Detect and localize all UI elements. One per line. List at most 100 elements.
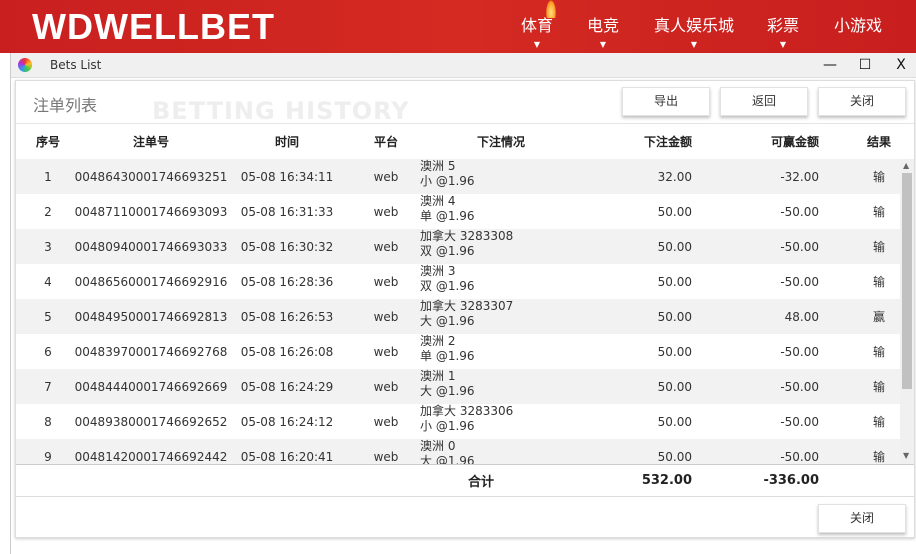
minimize-button[interactable]: — xyxy=(823,57,837,73)
col-win: -50.00 xyxy=(780,274,819,289)
caret-down-icon: ▼ xyxy=(779,40,787,49)
nav-label: 真人娱乐城 xyxy=(654,16,735,35)
col-no: 7 xyxy=(44,379,52,394)
maximize-button[interactable]: ☐ xyxy=(858,57,872,73)
table-row[interactable]: 1 00486430001746693251 05-08 16:34:11 web 澳洲… xyxy=(16,159,900,194)
col-no: 1 xyxy=(44,169,52,184)
watermark: BETTING HISTORY xyxy=(152,97,410,125)
col-detail: 加拿大 3283308 双 @1.96 xyxy=(420,229,590,264)
table-row[interactable]: 7 00484440001746692669 05-08 16:24:29 web 澳洲… xyxy=(16,369,900,404)
nav-sports[interactable]: 体育 ▼ xyxy=(521,12,553,49)
bet-detail2: 大 @1.96 xyxy=(420,314,475,328)
col-time: 05-08 16:26:08 xyxy=(240,344,334,359)
col-bet-id: 00487110001746693093 xyxy=(74,204,228,219)
export-button[interactable]: 导出 xyxy=(622,87,710,116)
scrollbar[interactable]: ▲ ▼ xyxy=(900,159,914,464)
bet-detail2: 小 @1.96 xyxy=(420,174,475,188)
header-col-result: 结果 xyxy=(866,135,891,149)
header-col-stake: 下注金额 xyxy=(643,135,692,149)
table-row[interactable]: 4 00486560001746692916 05-08 16:28:36 web 澳洲… xyxy=(16,264,900,299)
col-result: 输 xyxy=(872,345,885,359)
col-platform: web xyxy=(373,204,399,219)
back-button[interactable]: 返回 xyxy=(720,87,808,116)
col-no: 4 xyxy=(44,274,52,289)
table-total-row: 合计 532.00 -336.00 xyxy=(16,464,914,497)
nav-label: 电竞 xyxy=(587,16,620,35)
col-win: -50.00 xyxy=(780,204,819,219)
col-result: 输 xyxy=(872,275,885,289)
table-row[interactable]: 2 00487110001746693093 05-08 16:31:33 web 澳洲… xyxy=(16,194,900,229)
nav-esports[interactable]: 电竞 ▼ xyxy=(587,12,619,49)
wellbet-logo[interactable]: WDWELLBET xyxy=(32,6,275,47)
nav-label: 小游戏 xyxy=(834,16,883,35)
col-detail: 加拿大 3283306 小 @1.96 xyxy=(420,404,590,439)
table-row[interactable]: 3 00480940001746693033 05-08 16:30:32 web 加拿… xyxy=(16,229,900,264)
header-col-win: 可赢金额 xyxy=(770,135,819,149)
bet-detail2: 大 @1.96 xyxy=(420,454,475,464)
bet-detail2: 双 @1.96 xyxy=(420,279,475,293)
scroll-up-icon[interactable]: ▲ xyxy=(903,161,910,170)
scroll-down-icon[interactable]: ▼ xyxy=(903,451,910,460)
total-win: -336.00 xyxy=(763,473,819,488)
col-stake: 50.00 xyxy=(657,274,692,289)
col-time: 05-08 16:30:32 xyxy=(240,239,334,254)
close-button[interactable]: 关闭 xyxy=(818,87,906,116)
col-bet-id: 00480940001746693033 xyxy=(74,239,228,254)
nav-live-casino[interactable]: 真人娱乐城 ▼ xyxy=(654,12,734,49)
col-stake: 50.00 xyxy=(657,379,692,394)
col-win: -50.00 xyxy=(780,239,819,254)
col-result: 输 xyxy=(872,240,885,254)
col-platform: web xyxy=(373,239,399,254)
header-col-platform: 平台 xyxy=(373,135,398,149)
col-bet-id: 00486430001746693251 xyxy=(74,169,228,184)
col-time: 05-08 16:34:11 xyxy=(240,169,334,184)
col-stake: 50.00 xyxy=(657,239,692,254)
footer-close-button[interactable]: 关闭 xyxy=(818,504,906,533)
col-win: -50.00 xyxy=(780,449,819,464)
col-time: 05-08 16:31:33 xyxy=(240,204,334,219)
col-time: 05-08 16:24:12 xyxy=(240,414,334,429)
table-row[interactable]: 5 00484950001746692813 05-08 16:26:53 web 加拿… xyxy=(16,299,900,334)
page-title: 注单列表 xyxy=(33,96,98,115)
col-platform: web xyxy=(373,379,399,394)
col-no: 6 xyxy=(44,344,52,359)
hot-flame-icon xyxy=(546,0,556,18)
col-time: 05-08 16:24:29 xyxy=(240,379,334,394)
col-detail: 加拿大 3283307 大 @1.96 xyxy=(420,299,590,334)
bet-detail1: 加拿大 3283306 xyxy=(420,404,514,418)
col-result: 输 xyxy=(872,450,885,464)
close-window-button[interactable]: X xyxy=(896,57,906,73)
header-col-bet-id: 注单号 xyxy=(132,135,169,149)
bets-panel: 注单列表 BETTING HISTORY 导出 返回 关闭 序号 注单号 时间 平台 下… xyxy=(15,80,915,538)
caret-down-icon: ▼ xyxy=(599,40,607,49)
col-platform: web xyxy=(373,274,399,289)
caret-down-icon: ▼ xyxy=(690,40,698,49)
col-win: 48.00 xyxy=(784,309,819,324)
scrollbar-thumb[interactable] xyxy=(902,173,912,389)
col-stake: 50.00 xyxy=(657,344,692,359)
bet-detail1: 加拿大 3283307 xyxy=(420,299,514,313)
window-titlebar[interactable]: Bets List — ☐ X xyxy=(11,53,916,78)
col-platform: web xyxy=(373,309,399,324)
nav-label: 彩票 xyxy=(767,16,800,35)
col-stake: 50.00 xyxy=(657,204,692,219)
nav-lottery[interactable]: 彩票 ▼ xyxy=(767,12,799,49)
bet-detail1: 澳洲 5 xyxy=(420,159,456,173)
header-col-no: 序号 xyxy=(35,135,60,149)
table-body: 9 00481420001746692442 05-08 16:20:41 web 澳洲… xyxy=(16,159,914,464)
table-row[interactable]: 6 00483970001746692768 05-08 16:26:08 web 澳洲… xyxy=(16,334,900,369)
col-platform: web xyxy=(373,169,399,184)
col-result: 输 xyxy=(872,170,885,184)
col-platform: web xyxy=(373,344,399,359)
col-bet-id: 00481420001746692442 xyxy=(74,449,228,464)
window-title: Bets List xyxy=(50,58,102,72)
col-stake: 50.00 xyxy=(657,309,692,324)
table-row[interactable]: 9 00481420001746692442 05-08 16:20:41 web 澳洲… xyxy=(16,439,900,464)
col-win: -50.00 xyxy=(780,414,819,429)
table-row[interactable]: 8 00489380001746692652 05-08 16:24:12 web 加拿… xyxy=(16,404,900,439)
col-stake: 50.00 xyxy=(657,414,692,429)
col-result: 输 xyxy=(872,205,885,219)
nav-mini-games[interactable]: 小游戏 xyxy=(834,12,882,36)
